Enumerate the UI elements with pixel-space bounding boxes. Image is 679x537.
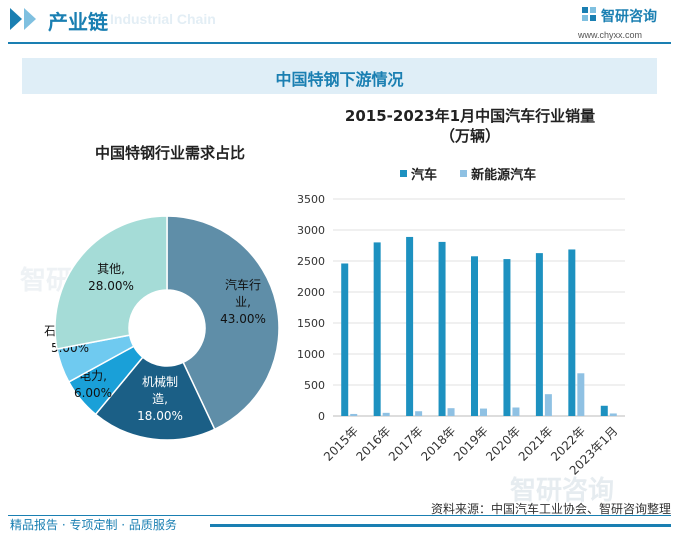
legend-label: 汽车 bbox=[411, 168, 438, 183]
pie-slice-label-line: 机械制 bbox=[142, 374, 178, 389]
bar-chart-title-line: （万辆） bbox=[439, 127, 500, 145]
bar-nev bbox=[382, 412, 390, 416]
brand-url: www.chyxx.com bbox=[578, 30, 643, 40]
bar-car bbox=[373, 242, 381, 416]
pie-slice-label-line: 造, bbox=[152, 392, 168, 406]
pie-slice-label-line: 18.00% bbox=[137, 409, 183, 423]
y-tick-label: 2500 bbox=[297, 255, 325, 268]
pie-slice-label: 电力, 6.00% bbox=[74, 369, 112, 400]
section-banner: 中国特钢下游情况 bbox=[22, 58, 657, 94]
pie-slice-label-line: 业, bbox=[235, 295, 251, 309]
pie-slice-label-line: 6.00% bbox=[74, 386, 112, 400]
pie-chart-title: 中国特钢行业需求占比 bbox=[94, 144, 245, 162]
chart-legend: 汽车 新能源汽车 bbox=[400, 164, 536, 183]
pie-slice bbox=[67, 345, 144, 416]
bar-chart-title-line: 2015-2023年1月中国汽车行业销量 bbox=[344, 107, 596, 125]
pie-slice-label-line: 汽车行 bbox=[225, 277, 261, 292]
y-tick-label: 3000 bbox=[297, 224, 325, 237]
page-subtitle: Industrial Chain bbox=[110, 11, 216, 27]
y-tick-label: 1500 bbox=[297, 317, 325, 330]
pie-slice-label-line: 石油化工, bbox=[44, 324, 96, 338]
bar-car bbox=[503, 259, 511, 416]
bar-nev bbox=[480, 408, 487, 416]
x-tick-label: 2020年 bbox=[483, 424, 523, 464]
bar-nev bbox=[350, 413, 358, 416]
page-title: 产业链 bbox=[48, 10, 108, 34]
bar-car bbox=[471, 256, 478, 416]
chevron-icon bbox=[24, 8, 36, 30]
footer-divider bbox=[8, 515, 671, 516]
pie-slice-label: 汽车行业, 43.00% bbox=[220, 277, 266, 326]
bar-nev bbox=[577, 373, 585, 416]
legend-swatch-car bbox=[400, 170, 407, 177]
bar-nev bbox=[544, 394, 552, 416]
bar-car bbox=[600, 405, 608, 416]
x-tick-label: 2017年 bbox=[386, 424, 426, 464]
y-tick-label: 1000 bbox=[297, 348, 325, 361]
legend-label: 新能源汽车 bbox=[471, 168, 537, 183]
bar-car bbox=[535, 253, 543, 416]
footer-bar bbox=[210, 524, 671, 527]
pie-slice-label: 石油化工, 5.00% bbox=[44, 324, 96, 355]
x-tick-label: 2022年 bbox=[548, 424, 588, 464]
y-tick-label: 0 bbox=[318, 410, 325, 423]
watermark: 智研咨询 bbox=[510, 476, 615, 506]
pie-slice bbox=[56, 334, 135, 383]
y-tick-label: 500 bbox=[304, 379, 325, 392]
bar-car bbox=[406, 236, 414, 416]
x-tick-label: 2016年 bbox=[353, 424, 393, 464]
bar-nev bbox=[415, 411, 423, 416]
pie-slice-label-line: 43.00% bbox=[220, 312, 266, 326]
legend-swatch-nev bbox=[460, 170, 468, 177]
bar-car bbox=[438, 241, 446, 416]
bar-car bbox=[341, 263, 349, 416]
bar-nev bbox=[512, 407, 520, 416]
pie-slice bbox=[166, 215, 280, 431]
x-tick-label: 2018年 bbox=[418, 424, 458, 464]
data-source: 资料来源：中国汽车工业协会、智研咨询整理 bbox=[430, 502, 671, 516]
x-tick-label: 2019年 bbox=[451, 424, 491, 464]
pie-slice-label-line: 电力, bbox=[79, 369, 107, 383]
brand-logo-icon bbox=[582, 7, 596, 21]
pie-slice bbox=[94, 356, 216, 441]
x-tick-label: 2021年 bbox=[516, 424, 556, 464]
brand-name: 智研咨询 bbox=[601, 9, 657, 25]
pie-slice-label: 机械制造, 18.00% bbox=[137, 374, 183, 423]
bar-chart-title: 2015-2023年1月中国汽车行业销量 （万辆） bbox=[300, 106, 640, 146]
footer-tagline: 精品报告 · 专项定制 · 品质服务 bbox=[10, 518, 177, 532]
header: 产业链 Industrial Chain 智研咨询 www.chyxx.com bbox=[0, 0, 679, 44]
bar-car bbox=[568, 249, 576, 416]
x-tick-label: 2015年 bbox=[321, 424, 361, 464]
pie-slice-label-line: 5.00% bbox=[51, 341, 89, 355]
header-divider bbox=[8, 42, 671, 44]
chevron-icon bbox=[10, 8, 22, 30]
bar-nev bbox=[609, 413, 617, 416]
watermark: 智研咨询 bbox=[20, 266, 125, 296]
y-tick-label: 3500 bbox=[297, 193, 325, 206]
bar-nev bbox=[447, 408, 455, 416]
section-title: 中国特钢下游情况 bbox=[275, 70, 404, 89]
y-tick-label: 2000 bbox=[297, 286, 325, 299]
